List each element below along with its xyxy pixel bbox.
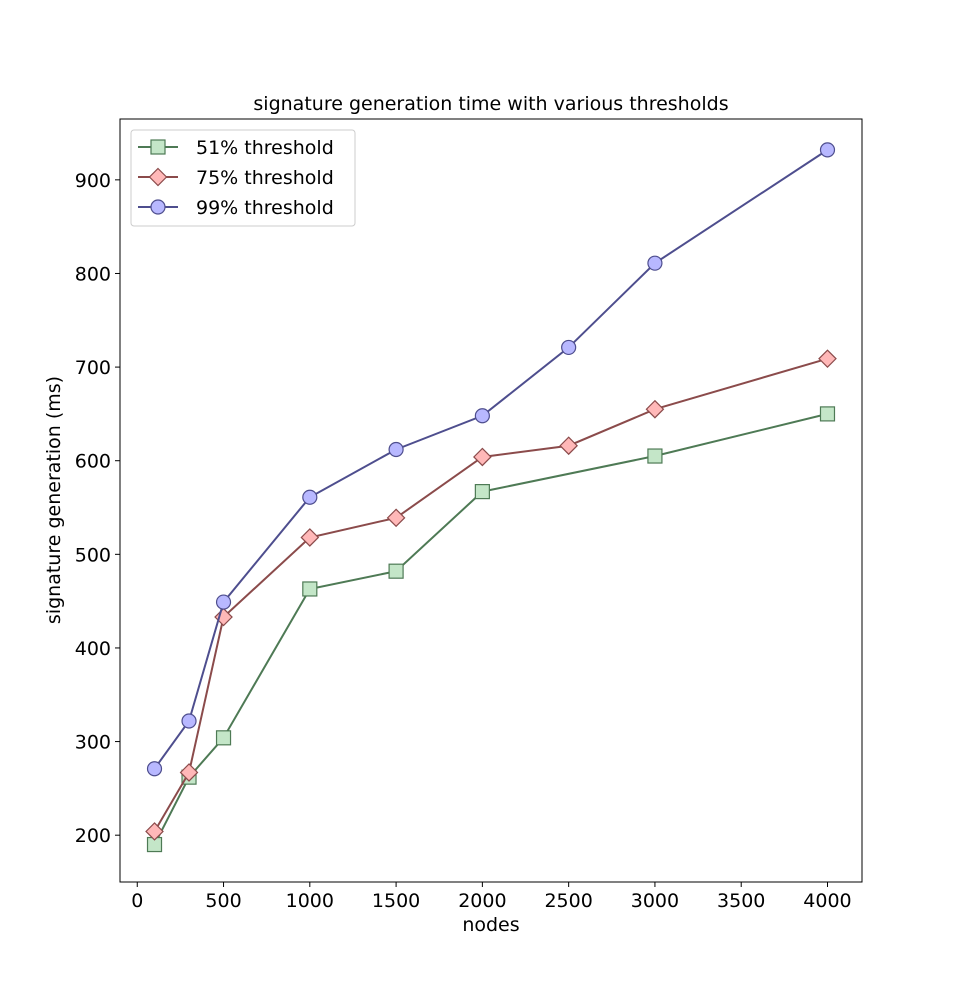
legend-marker — [150, 199, 166, 215]
series-layer — [145, 142, 837, 853]
legend-label: 51% threshold — [196, 137, 334, 159]
series-3 — [146, 142, 836, 777]
x-tick-label: 0 — [131, 890, 143, 912]
data-point — [388, 563, 404, 579]
data-point — [647, 448, 663, 464]
y-tick-label: 300 — [75, 732, 111, 754]
data-point — [388, 441, 404, 458]
plot-area: 0 500 1000 1500 2000 2500 3000 3500 4000 200 300 40… — [75, 118, 863, 912]
data-point — [179, 763, 199, 782]
data-point — [302, 581, 318, 597]
y-tick-label: 800 — [75, 263, 111, 285]
data-point — [302, 489, 318, 505]
data-point — [181, 713, 197, 729]
y-tick-label: 400 — [75, 638, 111, 660]
legend-marker — [148, 167, 168, 187]
y-tick-label: 600 — [75, 451, 111, 473]
legend-label: 75% threshold — [196, 167, 334, 189]
data-point — [647, 255, 663, 271]
x-tick-label: 3500 — [717, 890, 765, 912]
data-point — [386, 508, 406, 528]
data-point — [215, 594, 232, 610]
x-tick-label: 1000 — [286, 890, 334, 912]
x-tick-label: 2000 — [458, 890, 506, 912]
y-tick-label: 500 — [75, 544, 111, 566]
x-tick-label: 2500 — [544, 890, 592, 912]
data-point — [146, 761, 163, 777]
legend-marker — [150, 139, 166, 155]
data-point — [473, 447, 492, 467]
data-point — [818, 349, 837, 369]
x-axis-label: nodes — [462, 914, 519, 936]
data-point — [474, 484, 490, 500]
data-point — [474, 408, 490, 424]
y-axis-label: signature generation (ms) — [43, 376, 65, 624]
x-tick-label: 3000 — [631, 890, 679, 912]
plot-frame — [119, 118, 863, 883]
chart-title: signature generation time with various t… — [253, 93, 728, 115]
data-point — [561, 339, 577, 356]
legend: 51% threshold 75% threshold 99% threshold — [130, 129, 356, 227]
data-point — [145, 822, 164, 841]
series-2 — [145, 349, 837, 841]
data-point — [819, 142, 836, 158]
data-point — [559, 436, 578, 456]
data-point — [215, 730, 232, 746]
x-tick-label: 500 — [205, 890, 241, 912]
data-point — [214, 607, 233, 627]
x-tick-label: 4000 — [803, 890, 851, 912]
legend-label: 99% threshold — [196, 197, 334, 219]
y-tick-label: 900 — [75, 170, 111, 192]
data-point — [819, 406, 836, 422]
legend-box — [130, 129, 356, 227]
y-tick-label: 200 — [75, 825, 111, 847]
x-tick-label: 1500 — [372, 890, 420, 912]
data-point — [645, 399, 665, 419]
y-tick-label: 700 — [75, 357, 111, 379]
data-point — [300, 528, 320, 547]
